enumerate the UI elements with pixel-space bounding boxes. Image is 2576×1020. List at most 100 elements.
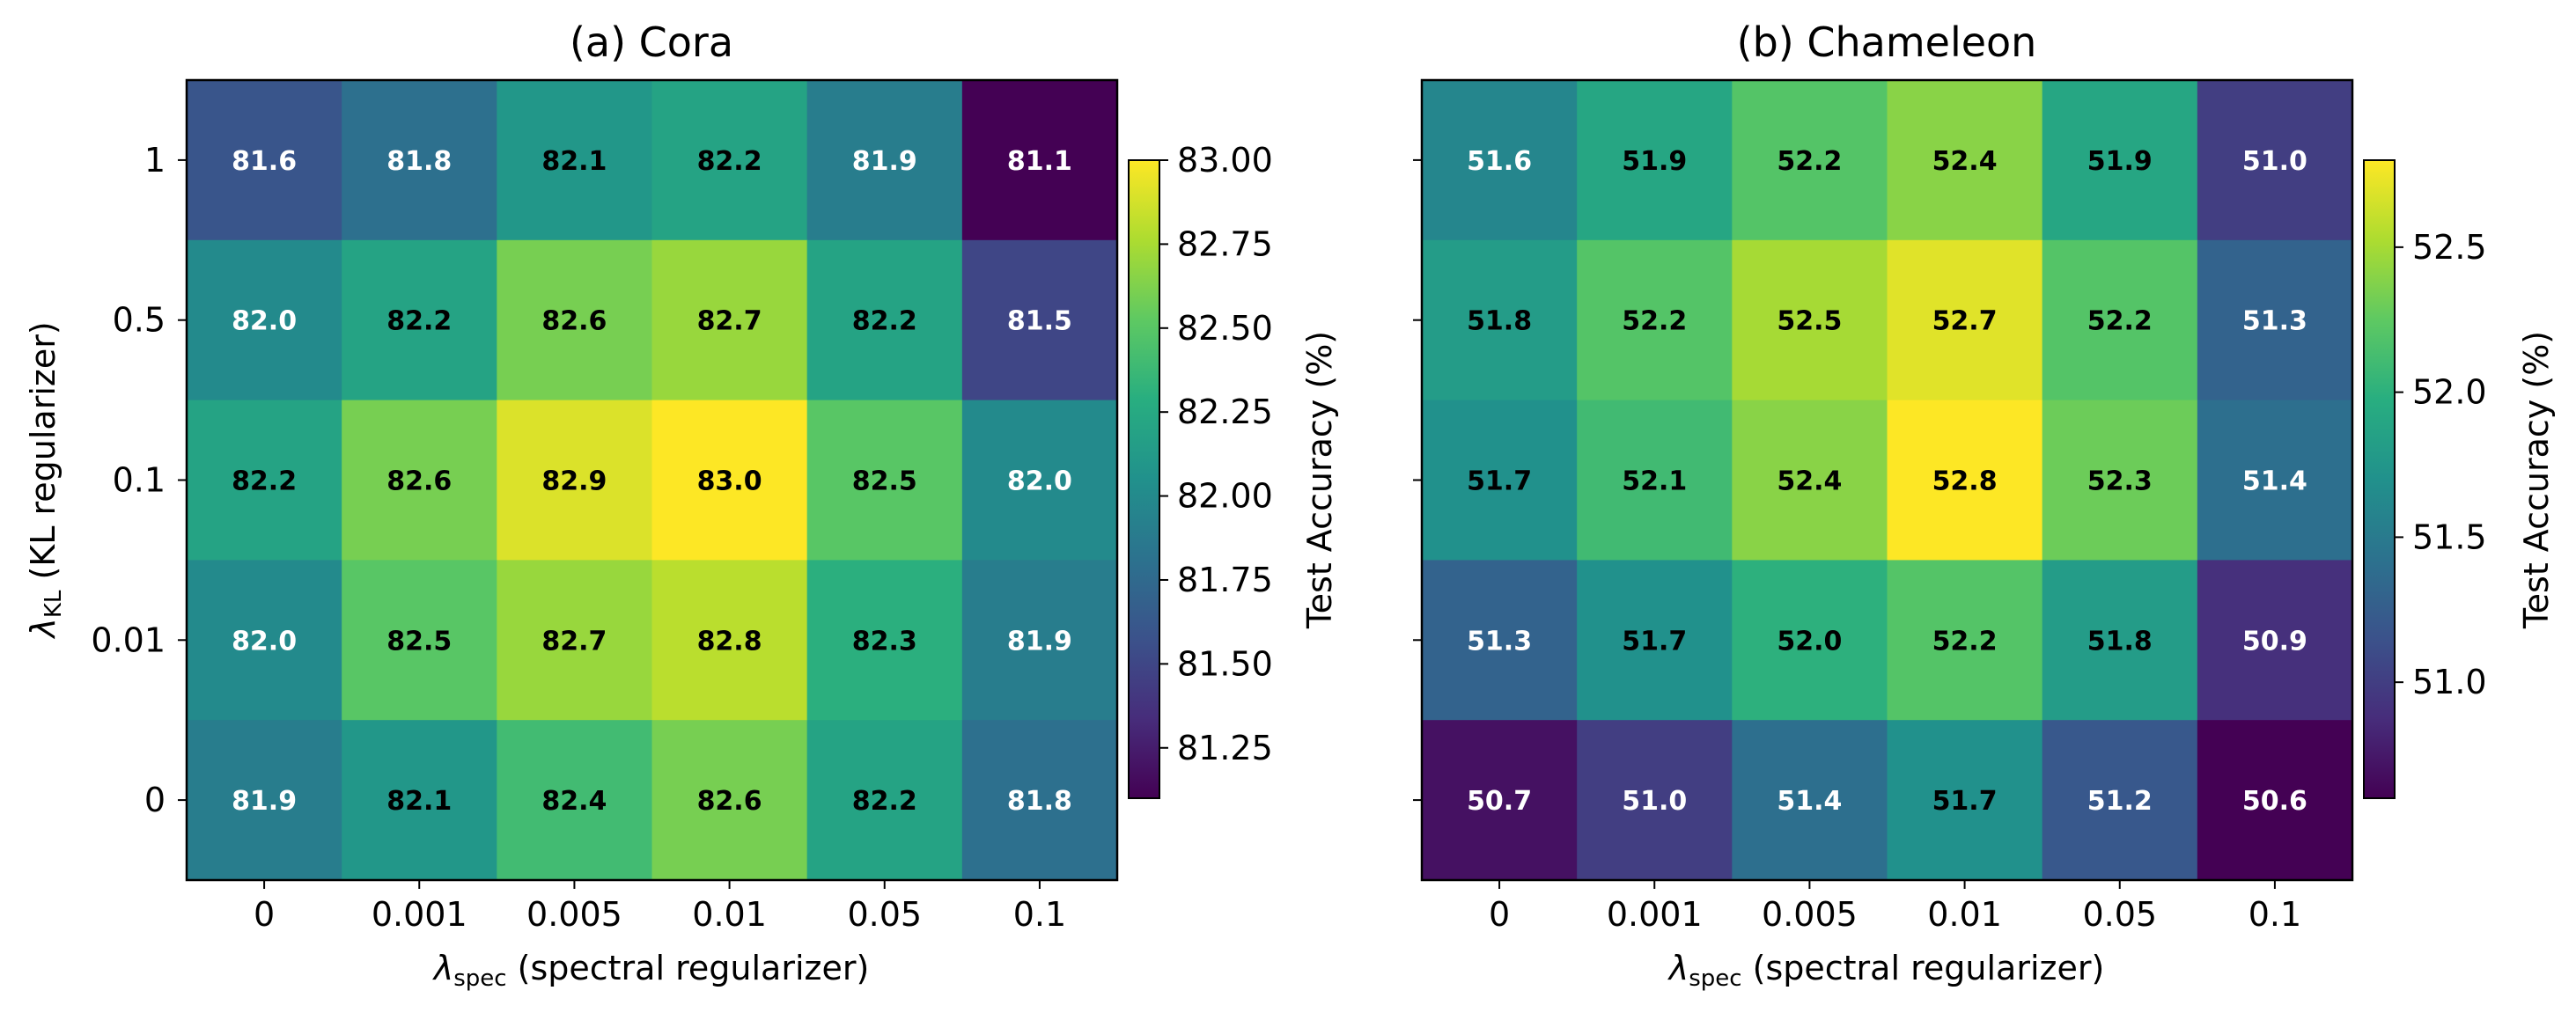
- cell-value-label: 50.9: [2242, 626, 2307, 657]
- x-ticks: 0 0.001 0.005 0.01 0.05 0.1: [254, 880, 1066, 934]
- x-axis-label: λspec (spectral regularizer): [1667, 949, 2105, 992]
- cell-value-label: 52.2: [2087, 306, 2153, 337]
- heatmap-cell: [187, 560, 342, 721]
- heatmap-cell: [1887, 239, 2043, 401]
- heatmap-cell: [2042, 80, 2198, 241]
- cell-value-label: 52.8: [1932, 466, 1998, 497]
- heatmap-cell: [1422, 80, 1578, 241]
- heatmap-cell: [961, 400, 1118, 561]
- cell-value-label: 82.2: [232, 466, 297, 497]
- cell-value-label: 81.9: [1007, 626, 1072, 657]
- cell-value-label: 81.6: [232, 146, 297, 177]
- cell-value-label: 82.2: [852, 306, 917, 337]
- colorbar-label: Test Accuracy (%): [2517, 331, 2556, 629]
- colorbar-tick-label: 81.75: [1177, 561, 1273, 599]
- colorbar: 51.0 51.5 52.0 52.5 Test Accuracy (%): [2363, 159, 2556, 799]
- cell-value-label: 51.2: [2087, 786, 2153, 817]
- colorbar-label: Test Accuracy (%): [1300, 331, 1339, 629]
- cell-value-label: 51.7: [1622, 626, 1687, 657]
- heatmap-cell: [2042, 560, 2198, 721]
- cell-value-label: 52.4: [1777, 466, 1842, 497]
- cell-value-label: 51.7: [1932, 786, 1998, 817]
- cell-value-label: 51.4: [1777, 786, 1842, 817]
- heatmap-cell: [2197, 80, 2353, 241]
- cell-value-label: 52.5: [1777, 306, 1842, 337]
- y-tick-label: 0.1: [113, 461, 166, 500]
- cell-value-label: 52.3: [2087, 466, 2153, 497]
- heatmap-cell: [651, 80, 808, 241]
- cell-value-label: 51.0: [1622, 786, 1687, 817]
- heatmap-cell: [187, 720, 342, 881]
- colorbar-gradient: [1128, 159, 1160, 799]
- heatmap-cell: [1577, 400, 1733, 561]
- heatmap-cell: [187, 239, 342, 401]
- heatmap-cell: [1732, 720, 1888, 881]
- heatmap-cell: [187, 400, 342, 561]
- cell-value-label: 82.8: [697, 626, 762, 657]
- cell-value-label: 81.9: [232, 786, 297, 817]
- heatmap-cell: [1887, 720, 2043, 881]
- x-tick-label: 0.05: [847, 895, 922, 934]
- heatmap-cell: [1732, 560, 1888, 721]
- heatmap-cell: [806, 239, 963, 401]
- colorbar-tick-label: 82.25: [1177, 393, 1273, 431]
- cell-value-label: 82.2: [852, 786, 917, 817]
- cell-value-label: 82.2: [386, 306, 452, 337]
- cell-value-label: 82.0: [232, 626, 297, 657]
- heatmap-cell: [1422, 400, 1578, 561]
- heatmap-cell: [961, 239, 1118, 401]
- y-tick-label: 0: [144, 781, 166, 819]
- heatmap-cell: [1577, 80, 1733, 241]
- colorbar-tick-label: 51.0: [2412, 663, 2487, 701]
- heatmap-cell: [1577, 239, 1733, 401]
- colorbar-tick-label: 51.5: [2412, 517, 2487, 556]
- x-tick-label: 0.01: [1927, 895, 2002, 934]
- cell-value-label: 82.1: [386, 786, 452, 817]
- y-ticks: [1413, 158, 1422, 802]
- y-tick-label: 1: [144, 141, 166, 180]
- heatmap-cell: [1887, 400, 2043, 561]
- heatmap-cell: [342, 400, 497, 561]
- cell-value-label: 52.4: [1932, 146, 1998, 177]
- heatmap-cell: [1422, 560, 1578, 721]
- heatmap-cell: [651, 239, 808, 401]
- heatmap-cell: [1732, 80, 1888, 241]
- heatmap-cell: [2197, 400, 2353, 561]
- heatmap-cell: [651, 560, 808, 721]
- heatmap-cell: [1422, 720, 1578, 881]
- x-ticks: 0 0.001 0.005 0.01 0.05 0.1: [1489, 880, 2301, 934]
- heatmap-cell: [342, 239, 497, 401]
- cell-value-label: 52.2: [1777, 146, 1842, 177]
- cell-value-label: 82.6: [386, 466, 452, 497]
- cell-value-label: 82.1: [541, 146, 607, 177]
- cell-value-label: 81.9: [852, 146, 917, 177]
- x-tick-label: 0.1: [1013, 895, 1066, 934]
- heatmap-cell: [806, 400, 963, 561]
- cell-value-label: 82.6: [541, 306, 607, 337]
- y-ticks: 1 0.5 0.1 0.01 0: [91, 141, 187, 819]
- heatmap-cell: [497, 239, 653, 401]
- x-tick-label: 0: [254, 895, 275, 934]
- colorbar-ticks: 81.25 81.50 81.75 82.00 82.25 82.50 82.75 83.00: [1159, 141, 1273, 767]
- heatmap-cell: [187, 80, 342, 241]
- cell-value-label: 51.9: [1622, 146, 1687, 177]
- cell-value-label: 52.7: [1932, 306, 1998, 337]
- heatmap-cell: [497, 720, 653, 881]
- heatmap-cell: [651, 720, 808, 881]
- cell-value-label: 52.0: [1777, 626, 1842, 657]
- colorbar-tick-label: 83.00: [1177, 141, 1273, 180]
- cell-value-label: 82.7: [697, 306, 762, 337]
- heatmap-cell: [961, 720, 1118, 881]
- colorbar-tick-label: 81.50: [1177, 644, 1273, 683]
- cell-value-label: 51.4: [2242, 466, 2307, 497]
- cell-value-label: 51.3: [2242, 306, 2307, 337]
- cell-value-label: 51.3: [1467, 626, 1532, 657]
- heatmap-cell: [651, 400, 808, 561]
- chart-title: (b) Chameleon: [1737, 18, 2037, 66]
- cell-value-label: 51.8: [2087, 626, 2153, 657]
- colorbar-gradient: [2363, 159, 2396, 799]
- heatmap-cell: [342, 80, 497, 241]
- cell-value-label: 82.5: [386, 626, 452, 657]
- cell-value-label: 81.8: [386, 146, 452, 177]
